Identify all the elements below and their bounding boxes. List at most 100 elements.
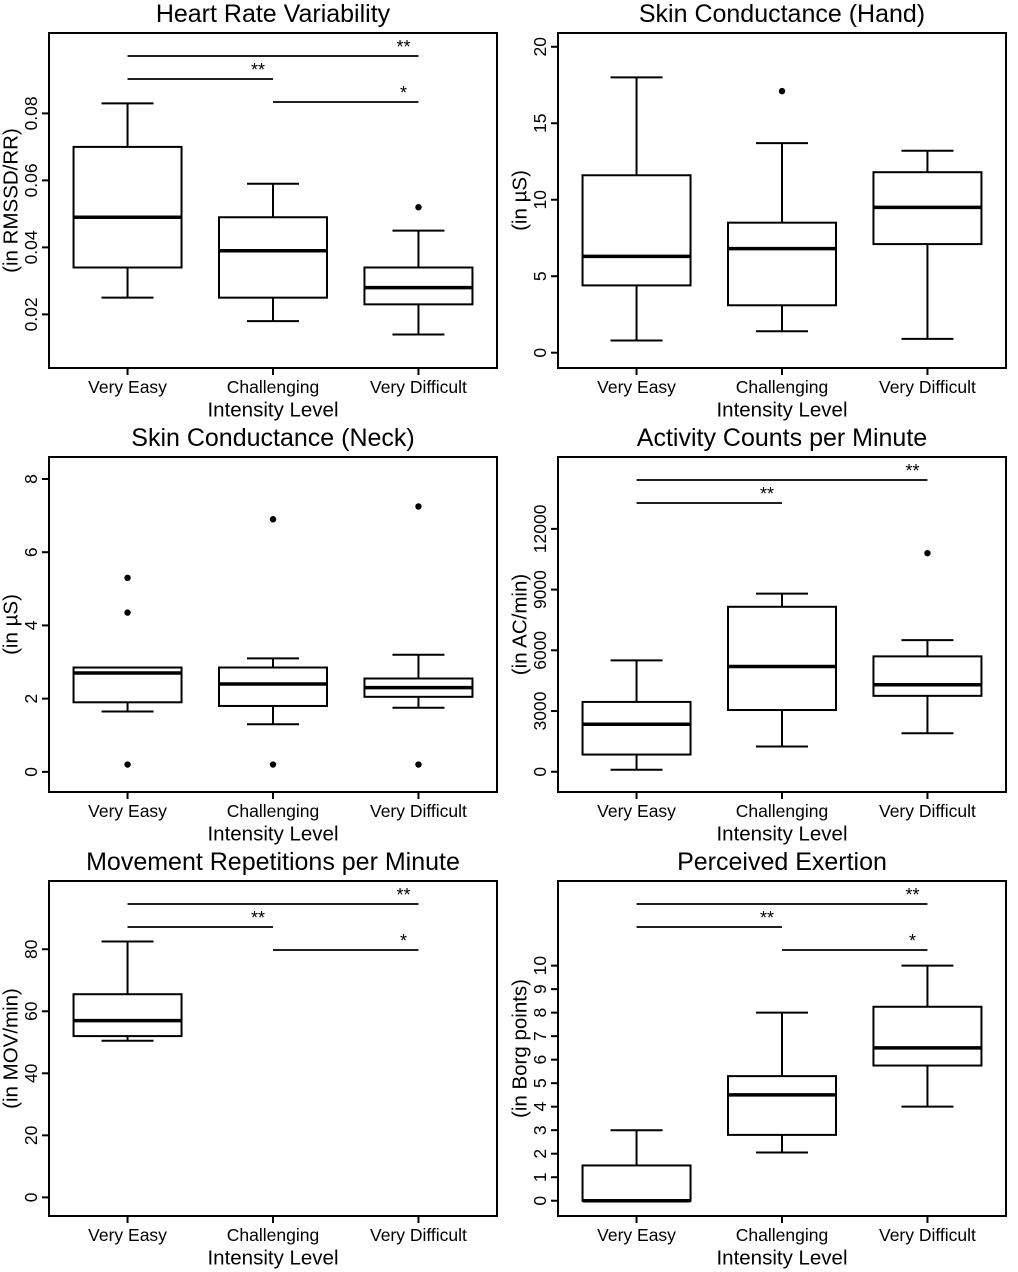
box-very-difficult	[872, 549, 983, 735]
y-tick-label: 20	[21, 1125, 41, 1145]
y-tick-label: 7	[530, 1031, 550, 1041]
x-axis-label: Intensity Level	[207, 823, 338, 846]
panel-skin-conductance-neck: Skin Conductance (Neck) 0 2 4 6 8 (in µS) Very …	[0, 424, 498, 846]
y-tick-label: 10	[530, 190, 550, 210]
category-label-challenging: Challenging	[736, 1225, 828, 1245]
y-tick-label: 80	[21, 939, 41, 959]
y-axis-label: (in MOV/min)	[0, 988, 23, 1109]
box-very-difficult	[363, 503, 474, 768]
x-axis-label: Intensity Level	[716, 1247, 847, 1270]
y-tick-label: 0	[530, 1196, 550, 1206]
outlier-point	[124, 574, 131, 582]
significance-label: **	[396, 885, 410, 905]
y-tick-label: 9	[530, 984, 550, 994]
iqr-box	[727, 1075, 837, 1136]
y-tick-label: 3000	[530, 691, 550, 730]
category-label-very-easy: Very Easy	[88, 377, 167, 397]
panel-heart-rate-variability: Heart Rate Variability 0.02 0.04 0.06 0.08(i…	[0, 0, 498, 422]
panel-title: Perceived Exertion	[677, 848, 887, 876]
y-tick-label: 15	[530, 114, 550, 133]
category-label-challenging: Challenging	[227, 1225, 319, 1245]
y-tick-label: 4	[530, 1102, 550, 1112]
outlier-point	[415, 761, 422, 768]
y-tick-label: 0	[21, 767, 41, 777]
y-tick-label: 0	[530, 348, 550, 358]
plot-border	[48, 456, 498, 793]
box-very-easy	[581, 659, 692, 771]
y-tick-label: 3	[530, 1125, 550, 1135]
x-axis-label: Intensity Level	[207, 399, 338, 422]
iqr-box	[72, 666, 183, 704]
box-challenging	[218, 516, 328, 768]
category-label-very-easy: Very Easy	[88, 801, 167, 821]
y-tick-label: 2	[530, 1149, 550, 1159]
outlier-point	[269, 761, 277, 768]
y-tick-label: 12000	[530, 504, 550, 553]
outlier-point	[415, 503, 422, 510]
iqr-box	[72, 993, 183, 1038]
x-axis-label: Intensity Level	[716, 823, 847, 846]
category-label-very-difficult: Very Difficult	[370, 1225, 467, 1245]
box-challenging	[727, 592, 837, 748]
significance-label: **	[396, 37, 410, 57]
y-tick-label: 6	[21, 547, 41, 557]
iqr-box	[872, 655, 983, 697]
category-label-very-easy: Very Easy	[597, 1225, 676, 1245]
box-very-difficult	[872, 964, 983, 1108]
y-tick-label: 2	[21, 694, 41, 704]
outlier-point	[415, 204, 422, 211]
significance-label: **	[905, 885, 919, 905]
outlier-point	[124, 609, 131, 616]
y-tick-label: 8	[530, 1008, 550, 1018]
category-label-very-easy: Very Easy	[597, 377, 676, 397]
iqr-box	[218, 666, 328, 707]
panel-skin-conductance-hand: Skin Conductance (Hand) 0 5 10 15 20 (in µS) Ve…	[509, 0, 1007, 422]
category-label-very-difficult: Very Difficult	[879, 1225, 976, 1245]
panel-title: Skin Conductance (Hand)	[639, 0, 925, 28]
y-tick-label: 0.06	[21, 163, 41, 197]
panel-title: Skin Conductance (Neck)	[131, 424, 414, 452]
outlier-point	[269, 516, 277, 523]
panel-movement-repetitions-per-minute: Movement Repetitions per Minute 0 20 40 60 80…	[0, 848, 498, 1270]
y-tick-label: 5	[530, 1078, 550, 1088]
iqr-box	[727, 605, 837, 712]
iqr-box	[72, 145, 183, 269]
y-tick-label: 4	[21, 620, 41, 630]
significance-label: **	[760, 484, 774, 504]
panel-activity-counts-per-minute: Activity Counts per Minute 0 3000 6000 9000 1…	[509, 424, 1007, 846]
significance-label: **	[905, 461, 919, 481]
y-axis-label: (in µS)	[509, 170, 532, 231]
y-tick-label: 9000	[530, 570, 550, 609]
iqr-box	[581, 174, 692, 287]
y-tick-label: 0	[21, 1192, 41, 1202]
y-tick-label: 40	[21, 1063, 41, 1083]
box-very-easy	[581, 1129, 692, 1203]
y-tick-label: 8	[21, 474, 41, 484]
category-label-very-easy: Very Easy	[597, 801, 676, 821]
category-label-very-easy: Very Easy	[88, 1225, 167, 1245]
x-axis-label: Intensity Level	[716, 399, 847, 422]
iqr-box	[872, 1005, 983, 1067]
box-very-easy	[581, 76, 692, 342]
y-tick-label: 1	[530, 1172, 550, 1182]
panel-perceived-exertion: Perceived Exertion 0 1 2 3 4 5 6 7 8 9 10 (in Borg p…	[509, 848, 1007, 1270]
x-axis-label: Intensity Level	[207, 1247, 338, 1270]
box-challenging	[218, 182, 328, 323]
category-label-challenging: Challenging	[227, 801, 319, 821]
category-label-very-difficult: Very Difficult	[370, 377, 467, 397]
outlier-point	[924, 549, 931, 557]
y-tick-label: 0.04	[21, 230, 41, 264]
box-very-easy	[72, 574, 183, 768]
y-tick-label: 6	[530, 1055, 550, 1065]
significance-label: *	[400, 83, 407, 103]
plot-border	[48, 880, 498, 1217]
panel-title: Activity Counts per Minute	[637, 424, 927, 452]
box-challenging	[727, 87, 837, 333]
y-axis-label: (in Borg points)	[509, 979, 532, 1118]
y-tick-label: 0.02	[21, 297, 41, 331]
panel-title: Heart Rate Variability	[156, 0, 391, 28]
category-label-very-difficult: Very Difficult	[370, 801, 467, 821]
box-very-difficult	[872, 149, 983, 340]
y-tick-label: 20	[530, 37, 550, 57]
